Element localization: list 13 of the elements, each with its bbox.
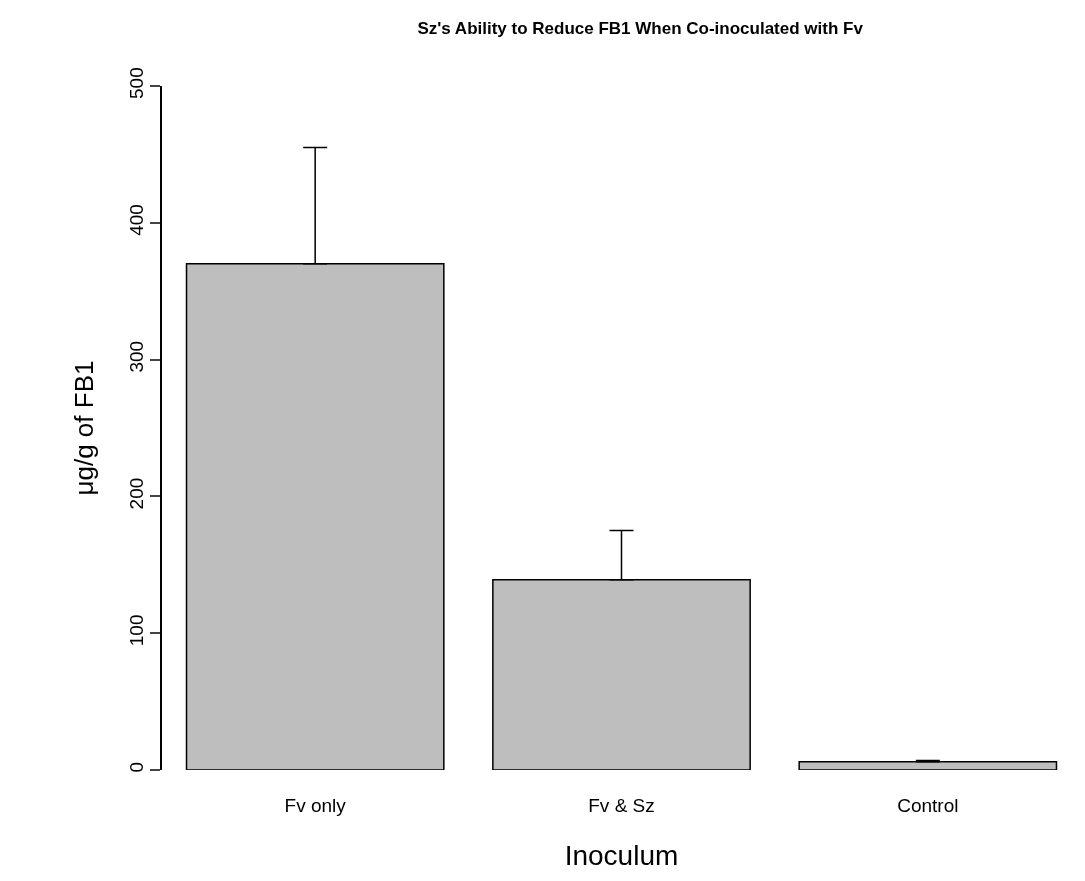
y-tick-label: 100 bbox=[125, 614, 147, 647]
x-axis-title: Inoculum bbox=[564, 840, 679, 872]
y-tick-label: 300 bbox=[125, 340, 147, 373]
bar bbox=[798, 761, 1058, 770]
y-tick-label: 200 bbox=[125, 477, 147, 510]
x-tick-label: Control bbox=[897, 795, 959, 816]
x-tick-label: Fv only bbox=[284, 795, 347, 816]
chart-title: Sz's Ability to Reduce FB1 When Co-inoculated with Fv bbox=[417, 18, 864, 38]
y-tick-label: 400 bbox=[125, 204, 147, 236]
y-axis-title: μg/g of FB1 bbox=[68, 360, 99, 496]
y-tick-label: 500 bbox=[125, 67, 147, 99]
y-tick-label: 0 bbox=[125, 761, 147, 773]
x-tick-label: Fv & Sz bbox=[588, 795, 655, 816]
